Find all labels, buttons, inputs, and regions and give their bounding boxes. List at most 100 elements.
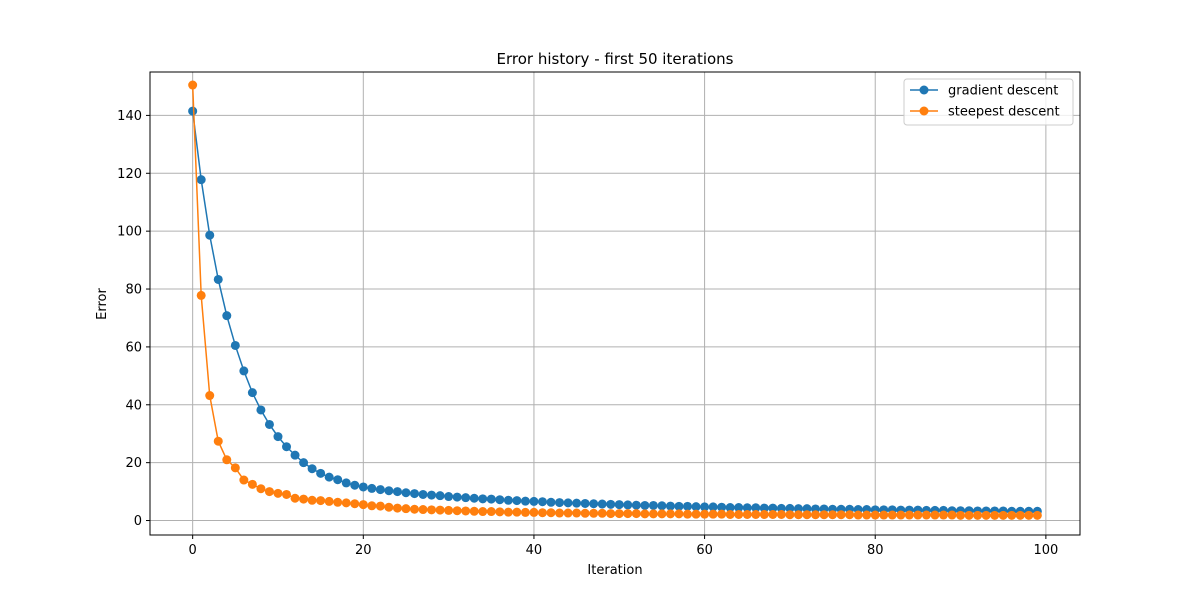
data-point [282, 489, 292, 499]
data-point [282, 442, 292, 452]
data-point [401, 504, 411, 514]
data-point [555, 498, 565, 508]
data-point [537, 508, 547, 518]
data-point [273, 432, 283, 442]
data-point [350, 480, 360, 490]
data-point [495, 507, 505, 517]
x-tick-label: 0 [189, 543, 197, 558]
legend: gradient descent steepest descent [903, 78, 1074, 126]
data-point [725, 509, 735, 519]
chart-title: Error history - first 50 iterations [497, 50, 734, 68]
data-point [196, 175, 206, 185]
data-point [333, 497, 343, 507]
data-point [444, 505, 454, 515]
data-point [981, 510, 991, 520]
data-point [683, 509, 693, 519]
data-point [316, 496, 326, 506]
legend-label: steepest descent [948, 105, 1060, 120]
data-point [401, 488, 411, 498]
data-point [529, 507, 539, 517]
data-point [452, 506, 462, 516]
data-point [213, 274, 223, 284]
data-point [427, 490, 437, 500]
data-point [307, 464, 317, 474]
data-point [998, 510, 1008, 520]
data-point [580, 508, 590, 518]
data-point [230, 463, 240, 473]
series-1 [188, 80, 1042, 520]
data-point [853, 510, 863, 520]
data-point [887, 510, 897, 520]
data-point [290, 493, 300, 503]
data-point [657, 501, 667, 511]
data-point [341, 498, 351, 508]
data-point [486, 494, 496, 504]
data-point [409, 504, 419, 514]
data-point [751, 509, 761, 519]
data-point [247, 479, 257, 489]
data-point [640, 509, 650, 519]
data-point [546, 508, 556, 518]
legend-marker [919, 106, 929, 116]
data-point [640, 500, 650, 510]
data-point [392, 503, 402, 513]
data-point [205, 391, 215, 401]
data-point [742, 509, 752, 519]
data-point [435, 505, 445, 515]
y-tick-label: 100 [117, 225, 142, 240]
data-point [307, 495, 317, 505]
data-point [461, 506, 471, 516]
data-point [725, 503, 735, 513]
data-point [478, 507, 488, 517]
data-point [188, 106, 198, 116]
data-point [367, 501, 377, 511]
data-point [273, 488, 283, 498]
data-point [785, 510, 795, 520]
series-line [191, 110, 1038, 513]
data-point [572, 498, 582, 508]
data-point [665, 509, 675, 519]
data-point [674, 509, 684, 519]
data-point [614, 500, 624, 510]
data-point [870, 510, 880, 520]
data-point [828, 510, 838, 520]
data-point [529, 496, 539, 506]
data-point [674, 501, 684, 511]
data-point [845, 510, 855, 520]
data-point [222, 455, 232, 465]
legend-entry: steepest descent [910, 105, 1060, 120]
data-point [904, 510, 914, 520]
data-point [239, 475, 249, 485]
legend-marker [919, 85, 929, 95]
data-point [717, 502, 727, 512]
data-point [333, 475, 343, 485]
legend-label: gradient descent [948, 84, 1058, 99]
x-tick-label: 80 [867, 543, 884, 558]
data-point [358, 482, 368, 492]
data-point [324, 496, 334, 506]
y-tick-label: 60 [125, 340, 142, 355]
data-point [683, 501, 693, 511]
y-tick-label: 140 [117, 109, 142, 124]
legend-entries: gradient descent steepest descent [910, 84, 1060, 120]
data-point [205, 230, 215, 240]
plot-frame [149, 71, 1081, 536]
legend-box [903, 78, 1074, 126]
data-point [384, 502, 394, 512]
data-point [938, 510, 948, 520]
data-point [717, 509, 727, 519]
y-tick-label: 40 [125, 398, 142, 413]
x-tick-label: 60 [696, 543, 713, 558]
data-point [589, 499, 599, 509]
data-point [793, 510, 803, 520]
data-point [239, 366, 249, 376]
data-point [964, 510, 974, 520]
y-axis: 0 20 40 60 80 100 120 140 [117, 109, 150, 529]
data-point [537, 497, 547, 507]
data-point [290, 450, 300, 460]
x-tick-label: 40 [526, 543, 543, 558]
data-point [742, 503, 752, 513]
data-point [956, 510, 966, 520]
series-layer [188, 80, 1042, 520]
